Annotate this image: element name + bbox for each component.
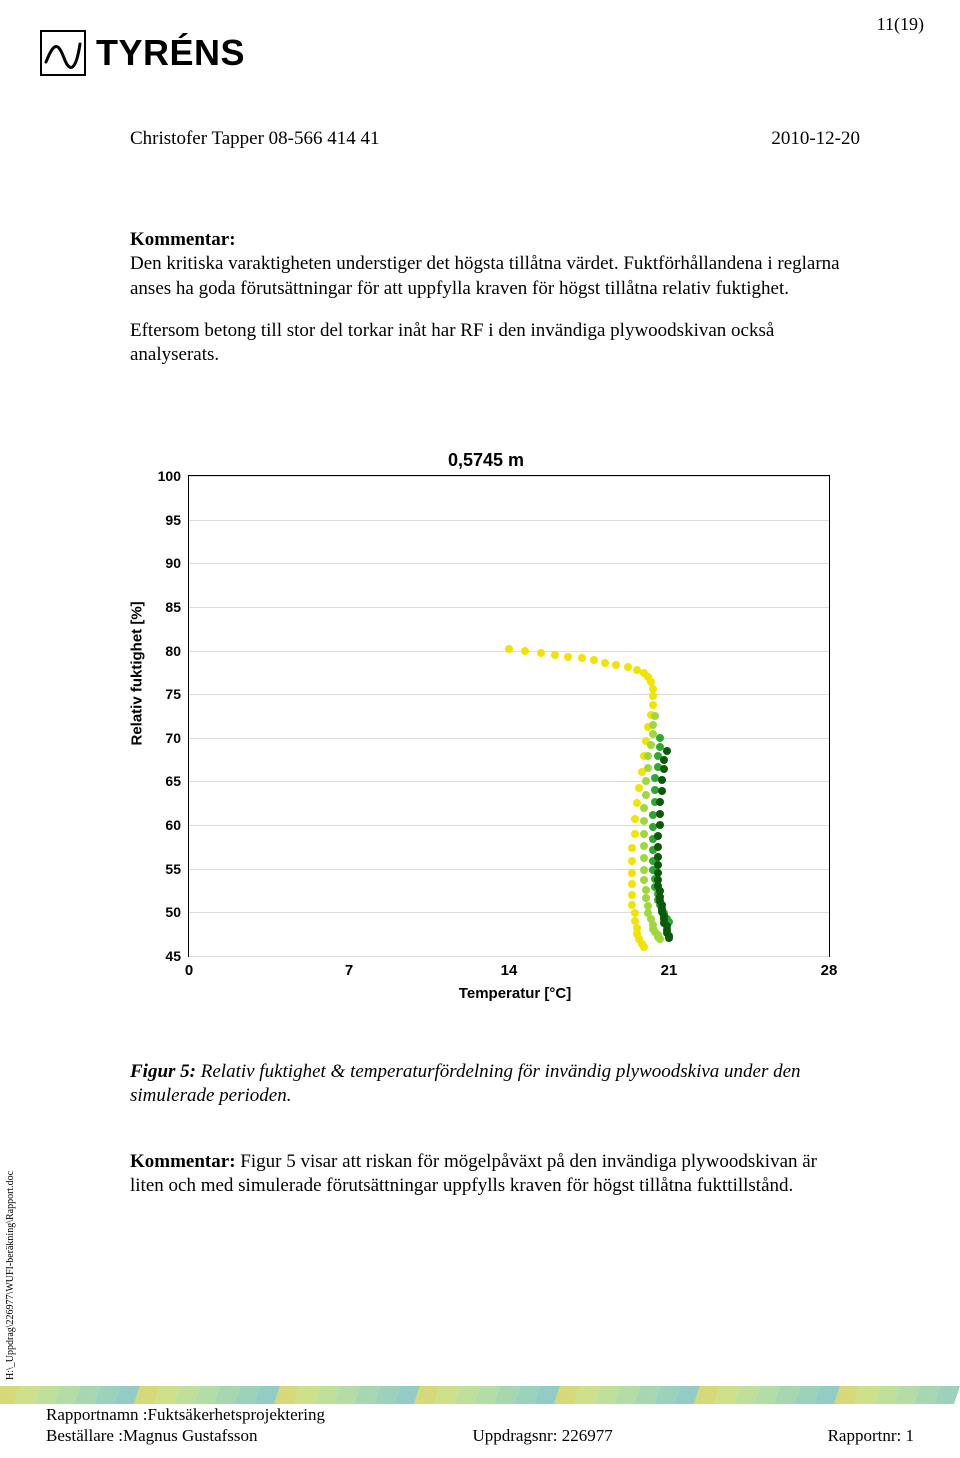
data-point: [537, 649, 545, 657]
comment-label: Kommentar:: [130, 229, 236, 250]
ytick: 80: [165, 643, 189, 659]
chart-xlabel: Temperatur [°C]: [188, 985, 842, 1002]
comment-block-1: Kommentar: Den kritiska varaktigheten un…: [130, 228, 842, 386]
chart-title: 0,5745 m: [130, 450, 842, 471]
data-point: [635, 784, 643, 792]
data-point: [640, 842, 648, 850]
data-point: [521, 647, 529, 655]
data-point: [505, 645, 513, 653]
data-point: [654, 843, 662, 851]
chart-ylabel: Relativ fuktighet [%]: [129, 732, 146, 746]
data-point: [658, 776, 666, 784]
data-point: [640, 804, 648, 812]
data-point: [665, 934, 673, 942]
doc-date: 2010-12-20: [771, 128, 860, 150]
data-point: [656, 810, 664, 818]
data-point: [644, 752, 652, 760]
data-point: [628, 891, 636, 899]
data-point: [649, 701, 657, 709]
footer-decoration: [0, 1386, 960, 1404]
file-path-sidebar: H:\_Uppdrag\226977\WUFI-beräkning\Rappor…: [5, 1171, 16, 1380]
doc-header: Christofer Tapper 08-566 414 41 2010-12-…: [130, 128, 860, 150]
ytick: 70: [165, 730, 189, 746]
data-point: [663, 747, 671, 755]
page-number: 11(19): [877, 14, 924, 35]
xtick: 21: [661, 956, 678, 979]
data-point: [654, 853, 662, 861]
ytick: 60: [165, 817, 189, 833]
ytick: 85: [165, 599, 189, 615]
ytick: 90: [165, 555, 189, 571]
data-point: [654, 861, 662, 869]
figure-caption-text: Relativ fuktighet & temperaturfördelning…: [130, 1061, 801, 1106]
comment2-label: Kommentar:: [130, 1151, 236, 1172]
company-logo: TYRÉNS: [40, 30, 245, 76]
data-point: [640, 830, 648, 838]
ytick: 55: [165, 861, 189, 877]
data-point: [656, 798, 664, 806]
data-point: [590, 656, 598, 664]
data-point: [642, 777, 650, 785]
ytick: 75: [165, 686, 189, 702]
data-point: [624, 663, 632, 671]
comment-block-2: Kommentar: Figur 5 visar att riskan för …: [130, 1150, 842, 1199]
data-point: [640, 943, 648, 951]
tyrens-mark-icon: [40, 30, 86, 76]
data-point: [642, 886, 650, 894]
ytick: 65: [165, 773, 189, 789]
xtick: 28: [821, 956, 838, 979]
ytick: 100: [158, 468, 189, 484]
data-point: [631, 830, 639, 838]
data-point: [601, 659, 609, 667]
data-point: [578, 654, 586, 662]
data-point: [640, 817, 648, 825]
data-point: [640, 876, 648, 884]
data-point: [649, 692, 657, 700]
footer-report-name: Rapportnamn :Fuktsäkerhetsprojektering: [46, 1404, 914, 1425]
data-point: [628, 857, 636, 865]
footer-client: Beställare :Magnus Gustafsson: [46, 1425, 258, 1446]
data-point: [642, 791, 650, 799]
comment1-para2: Eftersom betong till stor del torkar inå…: [130, 319, 842, 368]
data-point: [628, 901, 636, 909]
figure-caption: Figur 5: Relativ fuktighet & temperaturf…: [130, 1060, 842, 1109]
scatter-chart: 0,5745 m Relativ fuktighet [%] 455055606…: [130, 450, 842, 1002]
page: 11(19) TYRÉNS Christofer Tapper 08-566 4…: [0, 0, 960, 1458]
xtick: 0: [185, 956, 193, 979]
data-point: [644, 764, 652, 772]
data-point: [656, 821, 664, 829]
data-point: [647, 741, 655, 749]
data-point: [631, 909, 639, 917]
data-point: [656, 734, 664, 742]
data-point: [660, 765, 668, 773]
data-point: [654, 832, 662, 840]
footer-uppdragsnr: Uppdragsnr: 226977: [472, 1425, 612, 1446]
data-point: [651, 712, 659, 720]
ytick: 95: [165, 512, 189, 528]
xtick: 7: [345, 956, 353, 979]
plot-canvas: 455055606570758085909510007142128: [188, 475, 830, 957]
data-point: [642, 894, 650, 902]
footer-rapportnr: Rapportnr: 1: [828, 1425, 914, 1446]
data-point: [551, 651, 559, 659]
xtick: 14: [501, 956, 518, 979]
author-info: Christofer Tapper 08-566 414 41: [130, 128, 380, 150]
ytick: 50: [165, 904, 189, 920]
data-point: [640, 866, 648, 874]
figure-label: Figur 5:: [130, 1061, 196, 1082]
data-point: [649, 721, 657, 729]
data-point: [640, 854, 648, 862]
data-point: [564, 653, 572, 661]
data-point: [658, 787, 666, 795]
data-point: [660, 756, 668, 764]
comment1-para1: Den kritiska varaktigheten understiger d…: [130, 253, 840, 298]
data-point: [612, 661, 620, 669]
logo-text: TYRÉNS: [96, 32, 245, 74]
plot-area: 455055606570758085909510007142128 Temper…: [144, 475, 842, 1002]
data-point: [628, 880, 636, 888]
data-point: [631, 815, 639, 823]
data-point: [628, 844, 636, 852]
page-footer: Rapportnamn :Fuktsäkerhetsprojektering B…: [46, 1404, 914, 1447]
data-point: [628, 869, 636, 877]
